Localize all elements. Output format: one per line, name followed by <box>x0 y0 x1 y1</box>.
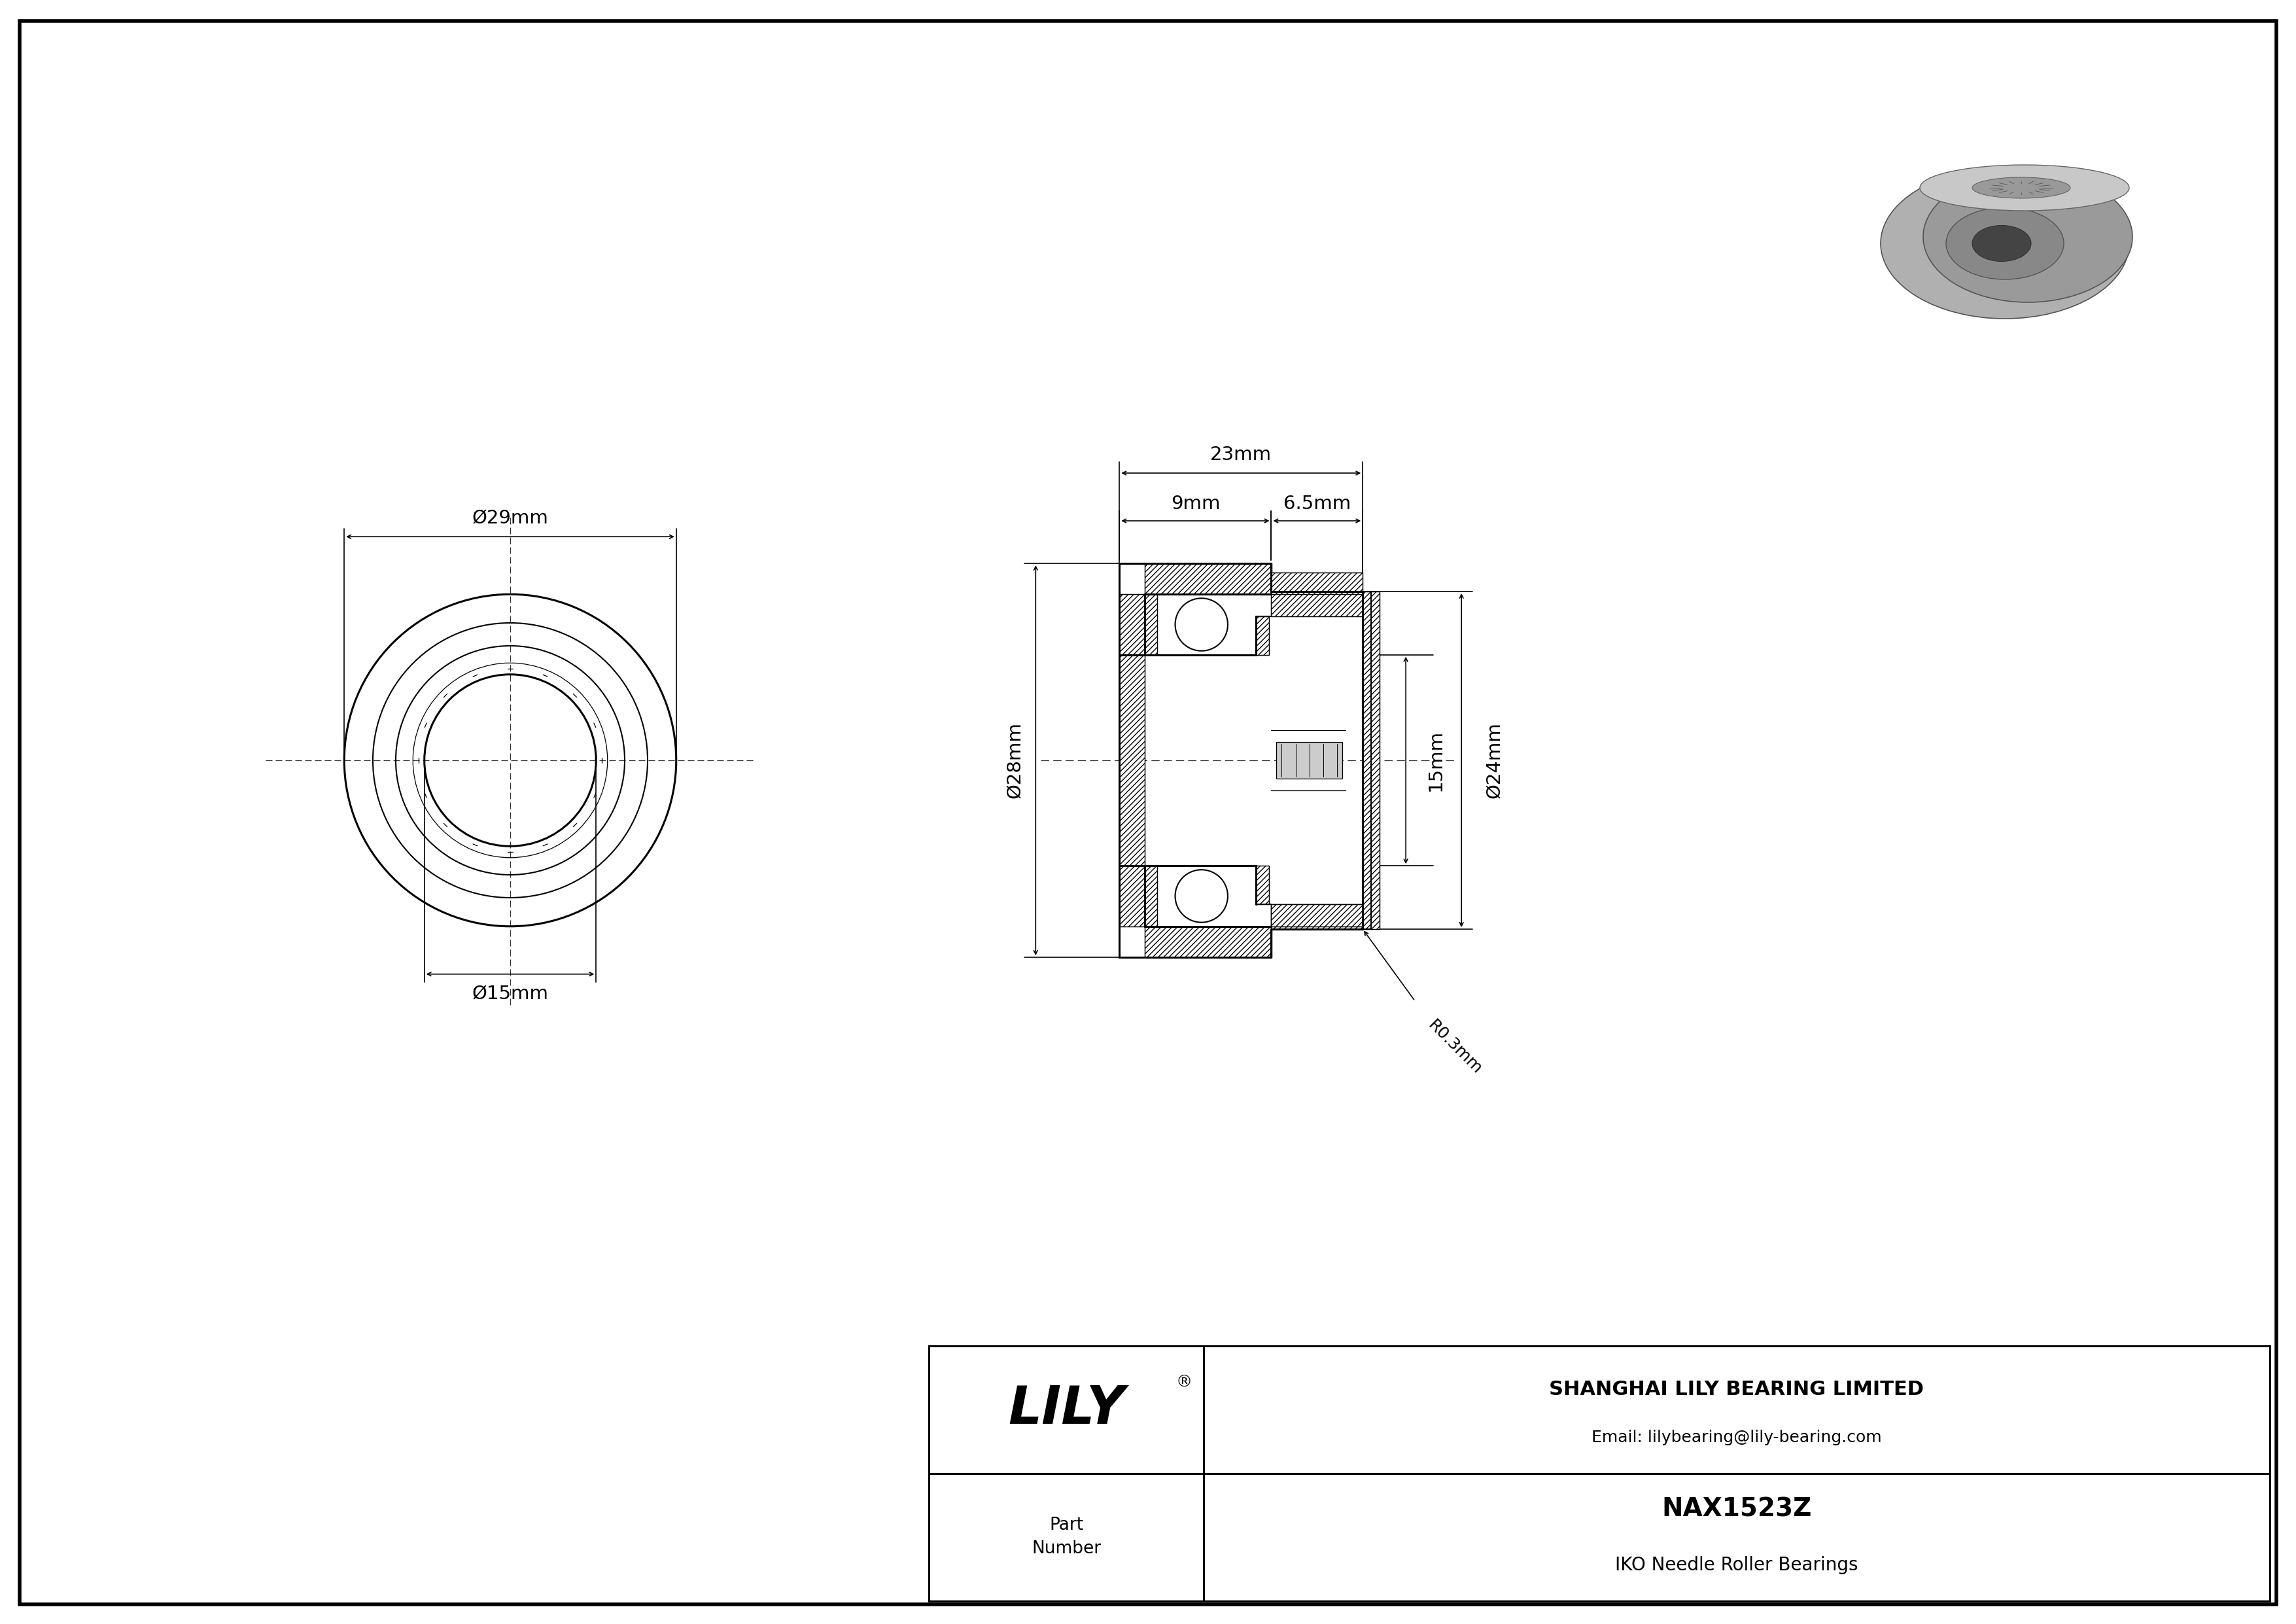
Text: SHANGHAI LILY BEARING LIMITED: SHANGHAI LILY BEARING LIMITED <box>1550 1380 1924 1398</box>
Bar <box>1146 594 1157 654</box>
Bar <box>1146 564 1272 594</box>
Bar <box>1256 615 1270 654</box>
Text: R0.3mm: R0.3mm <box>1426 1018 1486 1078</box>
Bar <box>1146 866 1157 926</box>
Bar <box>1364 591 1380 929</box>
Bar <box>1146 866 1157 926</box>
Ellipse shape <box>1924 172 2133 302</box>
Text: Ø28mm: Ø28mm <box>1006 723 1024 799</box>
Bar <box>1146 594 1157 654</box>
Bar <box>1120 654 1146 866</box>
Bar <box>1272 572 1364 594</box>
Bar <box>1272 905 1364 926</box>
Bar <box>1272 591 1364 615</box>
Text: 23mm: 23mm <box>1210 445 1272 464</box>
Ellipse shape <box>1972 177 2071 198</box>
Bar <box>1272 905 1364 929</box>
Bar <box>1272 591 1364 615</box>
Text: 9mm: 9mm <box>1171 495 1219 513</box>
Bar <box>1120 594 1146 654</box>
Bar <box>930 1346 2271 1601</box>
Text: Ø29mm: Ø29mm <box>473 510 549 528</box>
Bar <box>1146 926 1272 957</box>
Bar <box>1120 866 1146 926</box>
Text: NAX1523Z: NAX1523Z <box>1662 1497 1812 1522</box>
Bar <box>1364 591 1380 929</box>
Text: Part
Number: Part Number <box>1031 1517 1102 1557</box>
Ellipse shape <box>1947 208 2064 279</box>
Text: ®: ® <box>1176 1374 1192 1390</box>
Text: LILY: LILY <box>1008 1384 1125 1436</box>
Bar <box>1256 615 1270 654</box>
Text: Email: lilybearing@lily-bearing.com: Email: lilybearing@lily-bearing.com <box>1591 1429 1883 1445</box>
Bar <box>1272 905 1364 926</box>
Circle shape <box>1176 870 1228 922</box>
Circle shape <box>1176 598 1228 651</box>
Bar <box>1120 866 1146 926</box>
Text: 6.5mm: 6.5mm <box>1283 495 1350 513</box>
Text: Ø15mm: Ø15mm <box>473 986 549 1004</box>
Bar <box>1272 905 1364 929</box>
Bar <box>1146 926 1272 957</box>
Bar <box>1277 742 1343 778</box>
Text: 15mm: 15mm <box>1426 729 1444 791</box>
Bar <box>1256 866 1270 905</box>
Ellipse shape <box>1880 169 2128 318</box>
Bar <box>1256 866 1270 905</box>
Text: Ø24mm: Ø24mm <box>1486 723 1504 799</box>
Ellipse shape <box>1919 166 2128 211</box>
Text: IKO Needle Roller Bearings: IKO Needle Roller Bearings <box>1614 1556 1857 1575</box>
Ellipse shape <box>1972 226 2032 261</box>
Bar <box>1120 654 1146 866</box>
Bar <box>1272 572 1364 594</box>
Bar <box>1146 564 1272 594</box>
Bar <box>1120 594 1146 654</box>
